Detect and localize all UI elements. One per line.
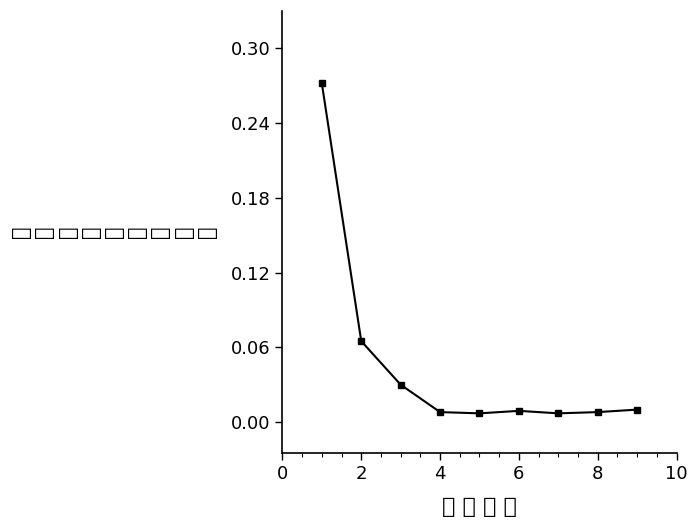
X-axis label: 主 因 子 数: 主 因 子 数 [442,497,517,517]
Y-axis label: 差
误
根
方
均
证
验
叉
交: 差 误 根 方 均 证 验 叉 交 [11,226,217,239]
